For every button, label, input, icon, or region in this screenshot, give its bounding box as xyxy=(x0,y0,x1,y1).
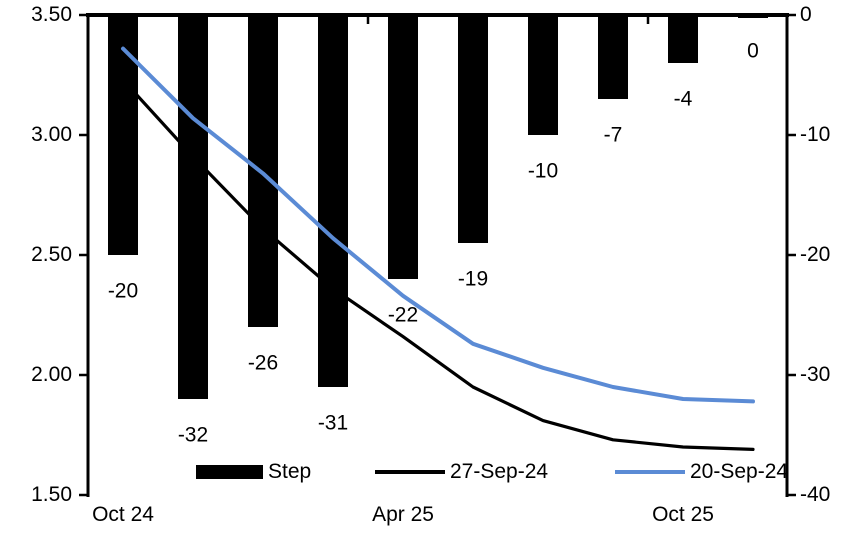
x-axis-tick-label: Oct 25 xyxy=(652,503,714,526)
step-bar xyxy=(178,14,208,399)
legend-label: 20-Sep-24 xyxy=(690,460,789,483)
left-axis-tick-label: 2.00 xyxy=(31,363,72,386)
step-bar-swatch xyxy=(196,465,263,479)
bar-value-label: -4 xyxy=(674,88,693,111)
bar-value-label: -7 xyxy=(604,124,623,147)
bar-value-label: -31 xyxy=(318,412,348,435)
line-27-Sep-24 xyxy=(121,78,755,451)
step-bar xyxy=(528,14,558,135)
legend-label: 27-Sep-24 xyxy=(450,460,549,483)
x-axis-tick-label: Apr 25 xyxy=(372,503,434,526)
right-axis-tick-label: -40 xyxy=(800,483,831,506)
left-axis-tick-label: 1.50 xyxy=(31,483,72,506)
right-axis-tick-label: -10 xyxy=(800,123,831,146)
left-axis-tick-label: 2.50 xyxy=(31,243,72,266)
line-20-Sep-24 xyxy=(121,46,755,404)
right-axis-tick-label: -20 xyxy=(800,243,831,266)
bar-value-label: -10 xyxy=(528,160,558,183)
step-bar xyxy=(738,14,768,18)
step-bar xyxy=(108,14,138,255)
step-bar xyxy=(248,14,278,327)
bar-value-label: -32 xyxy=(178,424,208,447)
line-swatch-blue xyxy=(615,469,685,475)
left-axis-tick-label: 3.50 xyxy=(31,3,72,26)
bar-value-label: -19 xyxy=(458,268,488,291)
step-bar xyxy=(318,14,348,387)
right-axis-tick-label: 0 xyxy=(800,3,812,26)
step-bar xyxy=(598,14,628,99)
bar-value-label: -26 xyxy=(248,352,278,375)
bar-value-label: 0 xyxy=(747,40,759,63)
bar-value-label: -22 xyxy=(388,304,418,327)
legend-item-step: Step xyxy=(196,460,311,484)
legend-item-27-sep-24: 27-Sep-24 xyxy=(375,460,548,484)
bar-value-label: -20 xyxy=(108,280,138,303)
right-axis-tick-label: -30 xyxy=(800,363,831,386)
legend-item-20-sep-24: 20-Sep-24 xyxy=(615,460,788,484)
x-axis-tick-label: Oct 24 xyxy=(92,503,154,526)
step-bar xyxy=(388,14,418,279)
legend-label: Step xyxy=(268,460,312,483)
left-axis-tick-label: 3.00 xyxy=(31,123,72,146)
step-bar xyxy=(668,14,698,63)
line-swatch-black xyxy=(375,470,445,474)
step-bar xyxy=(458,14,488,243)
